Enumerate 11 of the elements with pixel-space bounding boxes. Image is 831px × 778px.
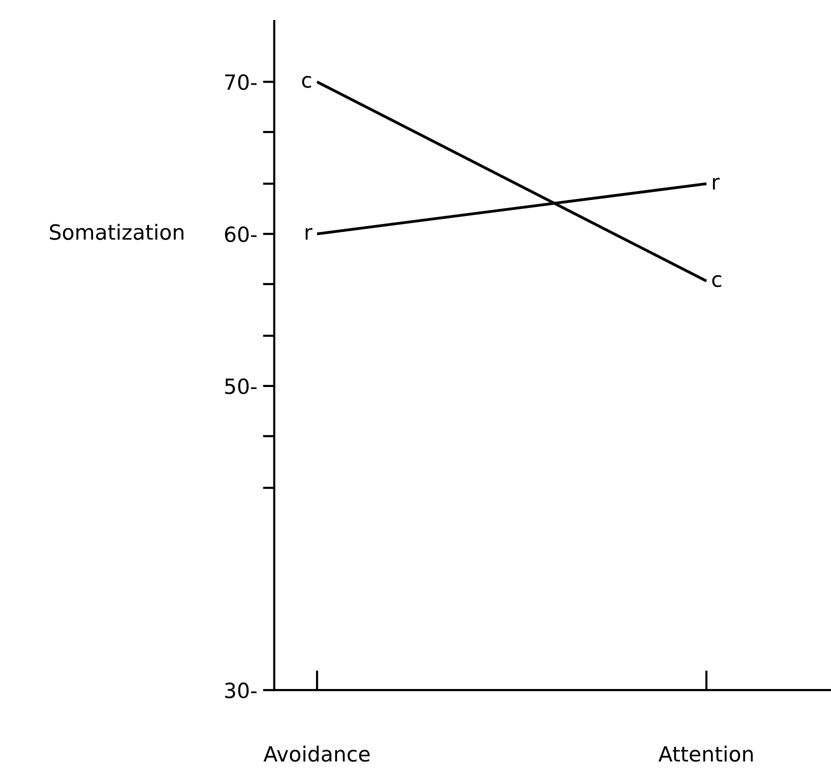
text: r: [712, 178, 720, 190]
y-axis-title: Somatization: [50, 224, 184, 240]
y-tick-label: 30-: [225, 682, 257, 698]
x-tick-label: Avoidance: [264, 746, 370, 762]
text: c: [302, 76, 312, 88]
y-tick-label: 50-: [225, 378, 257, 394]
series-label: c: [712, 275, 722, 288]
x-tick-label: Attention: [658, 746, 753, 762]
y-tick-label: 70-: [225, 74, 257, 90]
series-label: r: [306, 228, 312, 240]
y-tick-label: 60-: [224, 226, 257, 242]
